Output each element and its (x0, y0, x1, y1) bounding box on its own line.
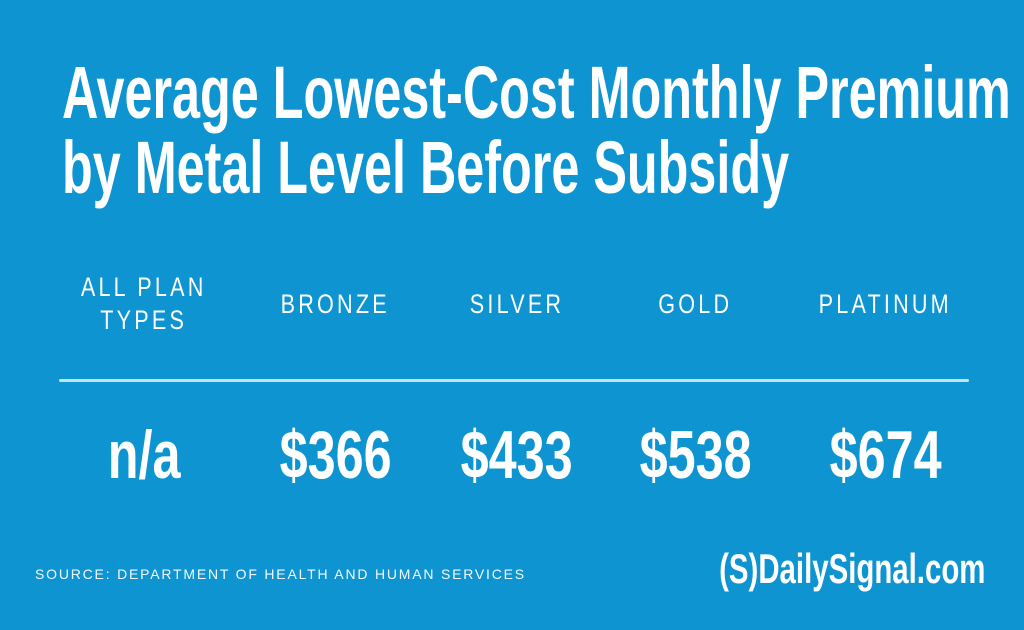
column-header-platinum: PLATINUM (818, 288, 952, 319)
column-header-bronze: BRONZE (280, 288, 391, 319)
column-header-all-plan-types: ALL PLAN TYPES (80, 272, 207, 335)
value-silver: $433 (460, 417, 573, 493)
daily-signal-logo-text: (S)DailySignal.com (718, 545, 985, 592)
table-header-row: ALL PLAN TYPES BRONZE SILVER GOLD PLATIN… (45, 266, 985, 342)
value-platinum: $674 (829, 417, 942, 493)
page-title: Average Lowest-Cost Monthly Premium by M… (62, 55, 1011, 205)
daily-signal-logo: (S)DailySignal.com (605, 547, 985, 591)
divider-rule (59, 379, 969, 382)
table-value-row: n/a $366 $433 $538 $674 (45, 418, 985, 492)
column-header-gold: GOLD (658, 288, 733, 319)
page-title-line1: Average Lowest-Cost Monthly Premium (62, 51, 1011, 134)
value-all-plan-types: n/a (107, 417, 181, 493)
value-gold: $538 (639, 417, 752, 493)
column-header-silver: SILVER (469, 288, 565, 319)
page-title-line2: by Metal Level Before Subsidy (62, 126, 790, 209)
source-attribution: SOURCE: DEPARTMENT OF HEALTH AND HUMAN S… (35, 566, 526, 582)
value-bronze: $366 (279, 417, 392, 493)
